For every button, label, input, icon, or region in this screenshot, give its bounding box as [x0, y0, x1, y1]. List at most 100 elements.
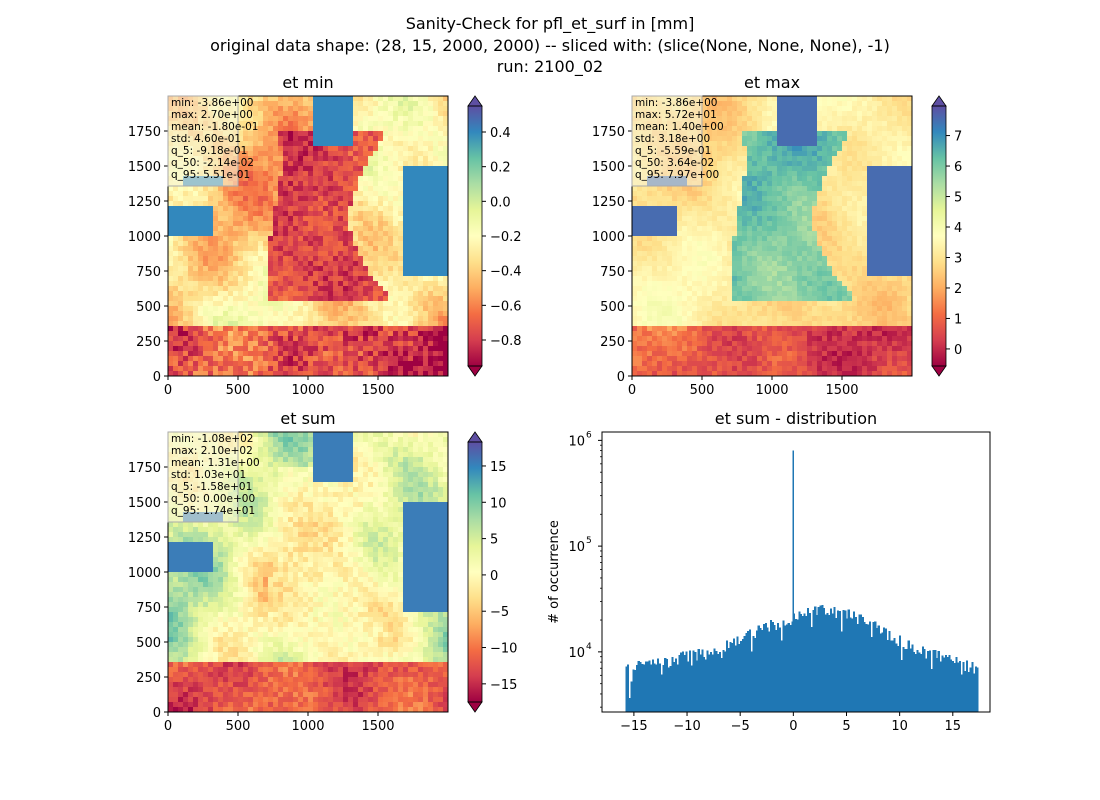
heatmap-cell — [233, 216, 239, 222]
heatmap-cell — [652, 226, 658, 232]
heatmap-cell — [348, 166, 354, 172]
heatmap-cell — [682, 246, 688, 252]
heatmap-cell — [767, 196, 773, 202]
heatmap-cell — [707, 241, 713, 247]
heatmap-cell — [173, 236, 179, 242]
heatmap-cell — [393, 126, 399, 132]
heatmap-cell — [348, 141, 354, 147]
heatmap-cell — [263, 316, 269, 322]
heatmap-cell — [777, 156, 783, 162]
heatmap-cell — [423, 306, 429, 312]
heatmap-cell — [328, 256, 334, 262]
heatmap-cell — [767, 241, 773, 247]
heatmap-cell — [258, 286, 264, 292]
heatmap-cell — [423, 161, 429, 167]
heatmap-cell — [662, 221, 668, 227]
heatmap-cell — [777, 136, 783, 142]
heatmap-cell — [288, 326, 294, 332]
heatmap-cell — [243, 156, 249, 162]
heatmap-cell — [892, 141, 898, 147]
heatmap-cell — [777, 216, 783, 222]
heatmap-cell — [298, 216, 304, 222]
heatmap-cell — [717, 141, 723, 147]
heatmap-cell — [173, 306, 179, 312]
heatmap-cell — [288, 146, 294, 152]
heatmap-cell — [353, 266, 359, 272]
heatmap-cell — [812, 146, 818, 152]
heatmap-cell — [358, 121, 364, 127]
heatmap-cell — [877, 176, 883, 182]
heatmap-cell — [378, 171, 384, 177]
heatmap-cell — [273, 136, 279, 142]
heatmap-cell — [233, 221, 239, 227]
heatmap-cell — [847, 171, 853, 177]
heatmap-cell — [233, 231, 239, 237]
heatmap-cell — [298, 196, 304, 202]
heatmap-cell — [782, 246, 788, 252]
heatmap-cell — [757, 221, 763, 227]
heatmap-cell — [862, 116, 868, 122]
heatmap-cell — [278, 226, 284, 232]
heatmap-cell — [877, 211, 883, 217]
heatmap-cell — [223, 221, 229, 227]
heatmap-cell — [368, 321, 374, 327]
heatmap-cell — [378, 226, 384, 232]
heatmap-cell — [423, 311, 429, 317]
heatmap-cell — [248, 146, 254, 152]
heatmap-cell — [238, 171, 244, 177]
heatmap-cell — [178, 216, 184, 222]
heatmap-cell — [418, 326, 424, 332]
heatmap-cell — [368, 306, 374, 312]
heatmap-cell — [188, 301, 194, 307]
heatmap-cell — [173, 246, 179, 252]
heatmap-cell — [393, 121, 399, 127]
heatmap-cell — [797, 146, 803, 152]
heatmap-cell — [308, 356, 314, 362]
heatmap-cell — [842, 246, 848, 252]
heatmap-cell — [398, 326, 404, 332]
heatmap-cell — [348, 206, 354, 212]
heatmap-cell — [403, 271, 409, 277]
heatmap-cell — [298, 96, 304, 102]
heatmap-cell — [657, 231, 663, 237]
heatmap-cell — [717, 206, 723, 212]
heatmap-cell — [832, 101, 838, 107]
heatmap-cell — [433, 161, 439, 167]
heatmap-cell — [353, 341, 359, 347]
heatmap-cell — [632, 191, 638, 197]
heatmap-cell — [383, 256, 389, 262]
heatmap-cell — [428, 126, 434, 132]
heatmap-cell — [353, 206, 359, 212]
heatmap-cell — [692, 186, 698, 192]
heatmap-cell — [378, 371, 384, 377]
heatmap-cell — [388, 221, 394, 227]
heatmap-cell — [278, 191, 284, 197]
heatmap-cell — [777, 226, 783, 232]
heatmap-cell — [847, 181, 853, 187]
heatmap-cell — [373, 276, 379, 282]
heatmap-cell — [752, 131, 758, 137]
heatmap-cell — [393, 106, 399, 112]
heatmap-cell — [767, 251, 773, 257]
heatmap-cell — [203, 366, 209, 372]
heatmap-cell — [393, 366, 399, 372]
heatmap-cell — [877, 126, 883, 132]
heatmap-cell — [333, 361, 339, 367]
heatmap-cell — [343, 256, 349, 262]
heatmap-cell — [433, 346, 439, 352]
heatmap-cell — [398, 126, 404, 132]
heatmap-cell — [428, 101, 434, 107]
heatmap-cell — [318, 326, 324, 332]
heatmap-cell — [268, 271, 274, 277]
heatmap-cell — [338, 176, 344, 182]
heatmap-cell — [248, 301, 254, 307]
heatmap-cell — [168, 306, 174, 312]
heatmap-cell — [258, 171, 264, 177]
heatmap-cell — [278, 196, 284, 202]
heatmap-cell — [353, 186, 359, 192]
heatmap-cell — [867, 241, 873, 247]
heatmap-cell — [857, 186, 863, 192]
heatmap-cell — [413, 311, 419, 317]
heatmap-cell — [388, 156, 394, 162]
heatmap-cell — [223, 256, 229, 262]
